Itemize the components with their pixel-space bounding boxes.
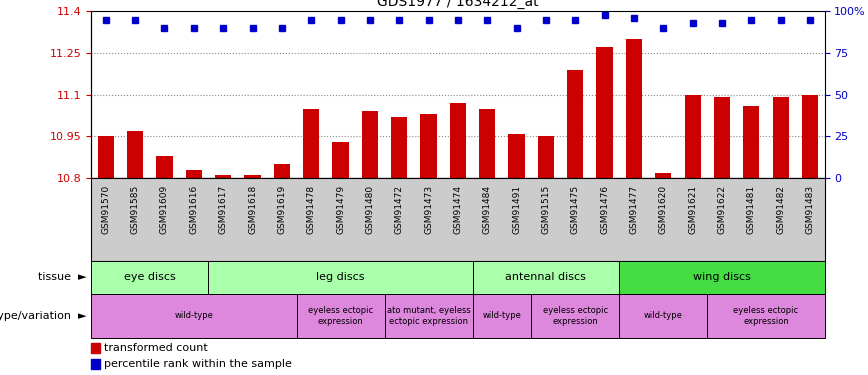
Text: GSM91473: GSM91473	[424, 185, 433, 234]
Bar	[303, 109, 319, 178]
Bar	[707, 294, 825, 338]
Text: GSM91585: GSM91585	[131, 185, 140, 234]
Text: antennal discs: antennal discs	[505, 273, 586, 282]
Text: wild-type: wild-type	[174, 311, 214, 320]
Bar	[186, 170, 202, 178]
Bar	[420, 114, 437, 178]
Bar	[685, 95, 700, 178]
Text: eyeless ectopic
expression: eyeless ectopic expression	[733, 306, 799, 326]
Bar	[802, 95, 818, 178]
Text: GSM91617: GSM91617	[219, 185, 227, 234]
Bar	[385, 294, 472, 338]
Text: percentile rank within the sample: percentile rank within the sample	[104, 359, 292, 369]
Bar	[479, 109, 496, 178]
Text: eyeless ectopic
expression: eyeless ectopic expression	[308, 306, 373, 326]
Text: GSM91478: GSM91478	[306, 185, 316, 234]
Bar	[245, 176, 260, 178]
Bar	[391, 117, 407, 178]
Bar	[472, 261, 619, 294]
Bar	[743, 106, 760, 178]
Title: GDS1977 / 1634212_at: GDS1977 / 1634212_at	[377, 0, 539, 9]
Bar	[362, 111, 378, 178]
Text: GSM91621: GSM91621	[688, 185, 697, 234]
Text: GSM91483: GSM91483	[806, 185, 814, 234]
Text: GSM91609: GSM91609	[160, 185, 169, 234]
Text: GSM91481: GSM91481	[746, 185, 756, 234]
Text: GSM91479: GSM91479	[336, 185, 345, 234]
Bar	[91, 359, 101, 369]
Bar	[450, 103, 466, 178]
Bar	[567, 70, 583, 178]
Text: ato mutant, eyeless
ectopic expression: ato mutant, eyeless ectopic expression	[386, 306, 470, 326]
Text: GSM91515: GSM91515	[542, 185, 550, 234]
Text: eyeless ectopic
expression: eyeless ectopic expression	[542, 306, 608, 326]
Text: wild-type: wild-type	[483, 311, 522, 320]
Bar	[596, 47, 613, 178]
Bar	[332, 142, 349, 178]
Text: tissue  ►: tissue ►	[38, 273, 87, 282]
Text: GSM91477: GSM91477	[629, 185, 638, 234]
Text: GSM91484: GSM91484	[483, 185, 491, 234]
Bar	[773, 98, 789, 178]
Text: genotype/variation  ►: genotype/variation ►	[0, 311, 87, 321]
Text: wild-type: wild-type	[644, 311, 682, 320]
Bar	[655, 172, 671, 178]
Text: GSM91616: GSM91616	[189, 185, 198, 234]
Text: leg discs: leg discs	[316, 273, 365, 282]
Text: GSM91476: GSM91476	[600, 185, 609, 234]
Text: GSM91619: GSM91619	[278, 185, 286, 234]
Bar	[98, 136, 114, 178]
Bar	[472, 294, 531, 338]
Text: GSM91474: GSM91474	[453, 185, 463, 234]
Bar	[509, 134, 524, 178]
Bar	[156, 156, 173, 178]
Text: wing discs: wing discs	[693, 273, 751, 282]
Bar	[297, 294, 385, 338]
Bar	[538, 136, 554, 178]
Bar	[208, 261, 472, 294]
Bar	[91, 343, 101, 353]
Bar	[619, 294, 707, 338]
Bar	[91, 294, 297, 338]
Bar	[531, 294, 619, 338]
Text: GSM91491: GSM91491	[512, 185, 521, 234]
Text: GSM91618: GSM91618	[248, 185, 257, 234]
Bar	[215, 176, 231, 178]
Text: GSM91480: GSM91480	[365, 185, 374, 234]
Text: GSM91620: GSM91620	[659, 185, 667, 234]
Bar	[273, 164, 290, 178]
Bar	[713, 98, 730, 178]
Bar	[127, 131, 143, 178]
Text: GSM91570: GSM91570	[102, 185, 110, 234]
Text: GSM91482: GSM91482	[776, 185, 785, 234]
Bar	[619, 261, 825, 294]
Bar	[626, 39, 642, 178]
Text: transformed count: transformed count	[104, 343, 207, 353]
Text: GSM91475: GSM91475	[571, 185, 580, 234]
Text: GSM91622: GSM91622	[718, 185, 727, 234]
Text: eye discs: eye discs	[124, 273, 175, 282]
Bar	[91, 261, 208, 294]
Text: GSM91472: GSM91472	[395, 185, 404, 234]
